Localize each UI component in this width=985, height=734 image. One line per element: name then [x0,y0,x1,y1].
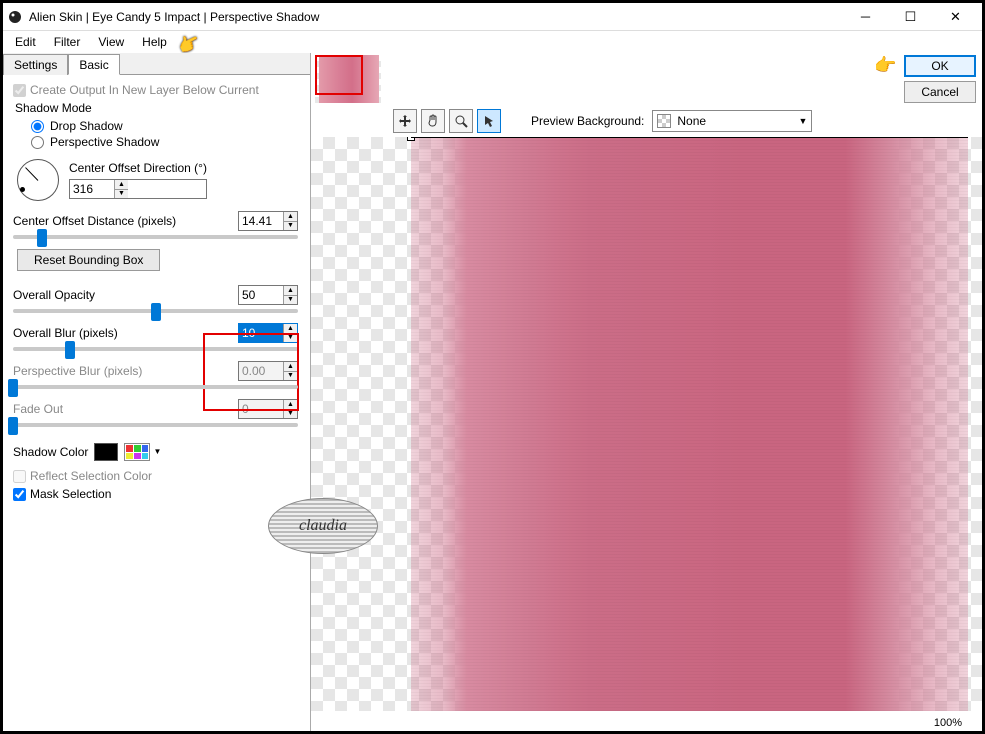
spin-up[interactable]: ▲ [284,212,297,221]
menu-help[interactable]: Help [134,33,175,51]
center-offset-direction-input[interactable] [70,180,114,198]
zoom-level: 100% [934,717,962,729]
menu-filter[interactable]: Filter [46,33,89,51]
ok-button-label: OK [931,59,948,73]
preview-background-select[interactable]: None ▼ [652,110,812,132]
overall-opacity-spinner[interactable]: ▲▼ [238,285,298,305]
perspective-blur-label: Perspective Blur (pixels) [13,364,142,378]
shadow-color-label: Shadow Color [13,445,88,459]
color-palette-button[interactable]: ▼ [124,443,150,461]
radio-perspective-shadow-row[interactable]: Perspective Shadow [31,135,302,149]
center-offset-distance-label: Center Offset Distance (pixels) [13,214,176,228]
pointing-hand-icon: 👉 [874,55,896,76]
menubar: Edit Filter View Help 👉 [3,31,982,53]
shadow-mode-label: Shadow Mode [15,101,302,115]
center-offset-distance-slider[interactable] [13,235,298,239]
hand-tool-icon[interactable] [421,109,445,133]
move-tool-icon[interactable] [393,109,417,133]
overall-opacity-input[interactable] [239,286,283,304]
center-offset-distance-input[interactable] [239,212,283,230]
radio-drop-shadow-label: Drop Shadow [50,119,123,133]
maximize-button[interactable]: ☐ [888,5,933,29]
overall-blur-label: Overall Blur (pixels) [13,326,118,340]
perspective-blur-slider [13,385,298,389]
spin-up: ▲ [284,400,297,409]
preview-background-label: Preview Background: [531,114,644,128]
pointer-tool-icon[interactable] [477,109,501,133]
direction-dial[interactable] [17,159,59,201]
menu-view[interactable]: View [90,33,132,51]
overall-blur-spinner[interactable]: ▲▼ [238,323,298,343]
fade-out-label: Fade Out [13,402,63,416]
preview-canvas[interactable] [311,137,982,711]
reflect-selection-row: Reflect Selection Color [13,469,302,483]
settings-panel: Settings Basic Create Output In New Laye… [3,53,311,731]
reflect-selection-checkbox [13,470,26,483]
spin-down[interactable]: ▼ [284,221,297,231]
spin-down: ▼ [284,371,297,381]
spin-up: ▲ [284,362,297,371]
chevron-down-icon: ▼ [153,447,161,456]
radio-perspective-shadow-label: Perspective Shadow [50,135,159,149]
overall-opacity-slider[interactable] [13,309,298,313]
close-button[interactable]: ✕ [933,5,978,29]
spin-up[interactable]: ▲ [284,286,297,295]
bounding-handle[interactable] [407,137,415,141]
overall-opacity-label: Overall Opacity [13,288,95,302]
cancel-button[interactable]: Cancel [904,81,976,103]
radio-perspective-shadow[interactable] [31,136,44,149]
preview-panel: Preview Background: None ▼ 👉 OK Cancel 1… [311,53,982,731]
watermark-badge: claudia [268,498,378,554]
spin-up[interactable]: ▲ [284,324,297,333]
zoom-tool-icon[interactable] [449,109,473,133]
spin-down[interactable]: ▼ [284,333,297,343]
reflect-selection-label: Reflect Selection Color [30,469,152,483]
radio-drop-shadow[interactable] [31,120,44,133]
preview-toolbar: Preview Background: None ▼ [393,109,812,133]
navigator-thumbnail[interactable] [315,55,381,103]
fade-out-input [239,400,283,418]
create-output-checkbox [13,84,26,97]
tab-basic[interactable]: Basic [68,54,119,75]
spin-down[interactable]: ▼ [284,295,297,305]
window-title: Alien Skin | Eye Candy 5 Impact | Perspe… [29,10,843,24]
reset-bounding-box-button[interactable]: Reset Bounding Box [17,249,160,271]
overall-blur-slider[interactable] [13,347,298,351]
preview-background-value: None [677,114,706,128]
perspective-blur-spinner: ▲▼ [238,361,298,381]
minimize-button[interactable]: ─ [843,5,888,29]
spin-up[interactable]: ▲ [115,180,128,189]
menu-edit[interactable]: Edit [7,33,44,51]
tab-settings[interactable]: Settings [3,54,68,75]
shadow-color-swatch[interactable] [94,443,118,461]
mask-selection-row[interactable]: Mask Selection [13,487,302,501]
spin-down[interactable]: ▼ [115,189,128,199]
mask-selection-label: Mask Selection [30,487,111,501]
rendered-image [411,137,968,711]
fade-out-spinner: ▲▼ [238,399,298,419]
ok-button[interactable]: OK [904,55,976,77]
transparency-swatch-icon [657,114,671,128]
center-offset-distance-spinner[interactable]: ▲▼ [238,211,298,231]
cancel-button-label: Cancel [921,85,958,99]
app-icon [7,9,23,25]
radio-drop-shadow-row[interactable]: Drop Shadow [31,119,302,133]
create-output-label: Create Output In New Layer Below Current [30,83,259,97]
center-offset-direction-spinner[interactable]: ▲▼ [69,179,207,199]
chevron-down-icon: ▼ [798,116,807,126]
fade-out-slider [13,423,298,427]
center-offset-direction-label: Center Offset Direction (°) [69,161,207,175]
titlebar: Alien Skin | Eye Candy 5 Impact | Perspe… [3,3,982,31]
spin-down: ▼ [284,409,297,419]
mask-selection-checkbox[interactable] [13,488,26,501]
create-output-checkbox-row: Create Output In New Layer Below Current [13,83,302,97]
perspective-blur-input [239,362,283,380]
overall-blur-input[interactable] [239,324,283,342]
